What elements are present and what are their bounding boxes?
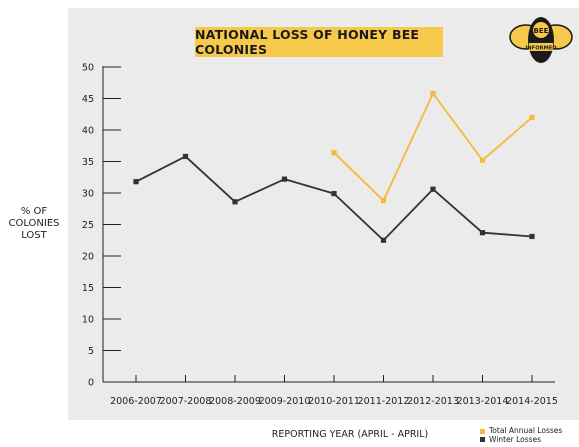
x-tick-label: 2010-2011 [308,396,360,407]
chart-title: NATIONAL LOSS OF HONEY BEE COLONIES [195,27,443,57]
y-axis-label-line: COLONIES [8,218,60,229]
data-point-winter-losses [232,199,238,205]
chart-series [133,90,535,243]
data-point-winter-losses [380,237,387,243]
series-line-winter-losses [135,155,533,242]
data-point-winter-losses [430,186,436,192]
legend-item-winter: Winter Losses [480,434,562,445]
data-point-total-annual-losses [430,90,436,97]
legend-swatch-icon [480,437,485,443]
x-tick-label: 2007-2008 [160,396,212,407]
data-point-winter-losses [133,179,139,185]
x-tick-label: 2008-2009 [209,396,261,407]
y-tick-label: 10 [82,315,94,326]
x-tick-label: 2006-2007 [110,396,162,407]
y-tick-label: 45 [82,94,94,105]
data-point-winter-losses [479,230,486,236]
y-tick-label: 15 [82,283,94,294]
data-point-winter-losses [281,176,288,182]
y-axis-label-line: LOST [21,230,47,241]
y-axis-label: % OF COLONIES LOST [8,206,60,242]
y-axis-label-line: % OF [20,206,48,217]
bee-logo-icon: BEE INFORMED [509,17,573,63]
data-point-winter-losses [182,153,189,160]
logo-text-informed: INFORMED [525,46,557,52]
data-point-winter-losses [529,233,535,240]
x-tick-label: 2011-2012 [358,396,410,407]
x-axis-label: REPORTING YEAR (APRIL - APRIL) [271,429,429,440]
y-tick-label: 30 [82,189,94,200]
bee-informed-logo: BEE INFORMED [509,10,573,70]
chart-axes [102,66,555,383]
x-ticks: 2006-20072007-20082008-20092009-20102010… [110,375,558,407]
data-point-total-annual-losses [529,114,535,120]
y-tick-label: 35 [82,157,94,168]
data-point-winter-losses [331,191,337,197]
data-point-total-annual-losses [380,197,387,204]
logo-text-bee: BEE [534,27,549,35]
legend-label: Total Annual Losses [489,426,563,435]
series-line-total-annual-losses [333,92,533,202]
y-tick-label: 50 [82,63,94,74]
legend-swatch-icon [480,428,485,434]
y-tick-label: 40 [82,126,94,137]
x-tick-label: 2014-2015 [506,396,558,407]
chart-legend: Total Annual Losses Winter Losses [480,426,563,445]
x-tick-label: 2009-2010 [259,396,311,407]
y-tick-label: 5 [88,346,94,357]
legend-item-total-annual: Total Annual Losses [480,426,563,436]
data-point-total-annual-losses [479,157,486,163]
y-tick-label: 25 [82,220,94,231]
chart-panel [68,8,579,420]
x-tick-label: 2013-2014 [457,396,509,407]
x-tick-label: 2012-2013 [407,396,459,407]
data-point-total-annual-losses [331,150,337,156]
y-tick-label: 20 [82,252,94,263]
y-tick-label: 0 [88,378,94,389]
legend-label: Winter Losses [489,434,542,444]
y-ticks: 0 5 10 15 20 25 30 35 40 45 50 [82,63,121,389]
